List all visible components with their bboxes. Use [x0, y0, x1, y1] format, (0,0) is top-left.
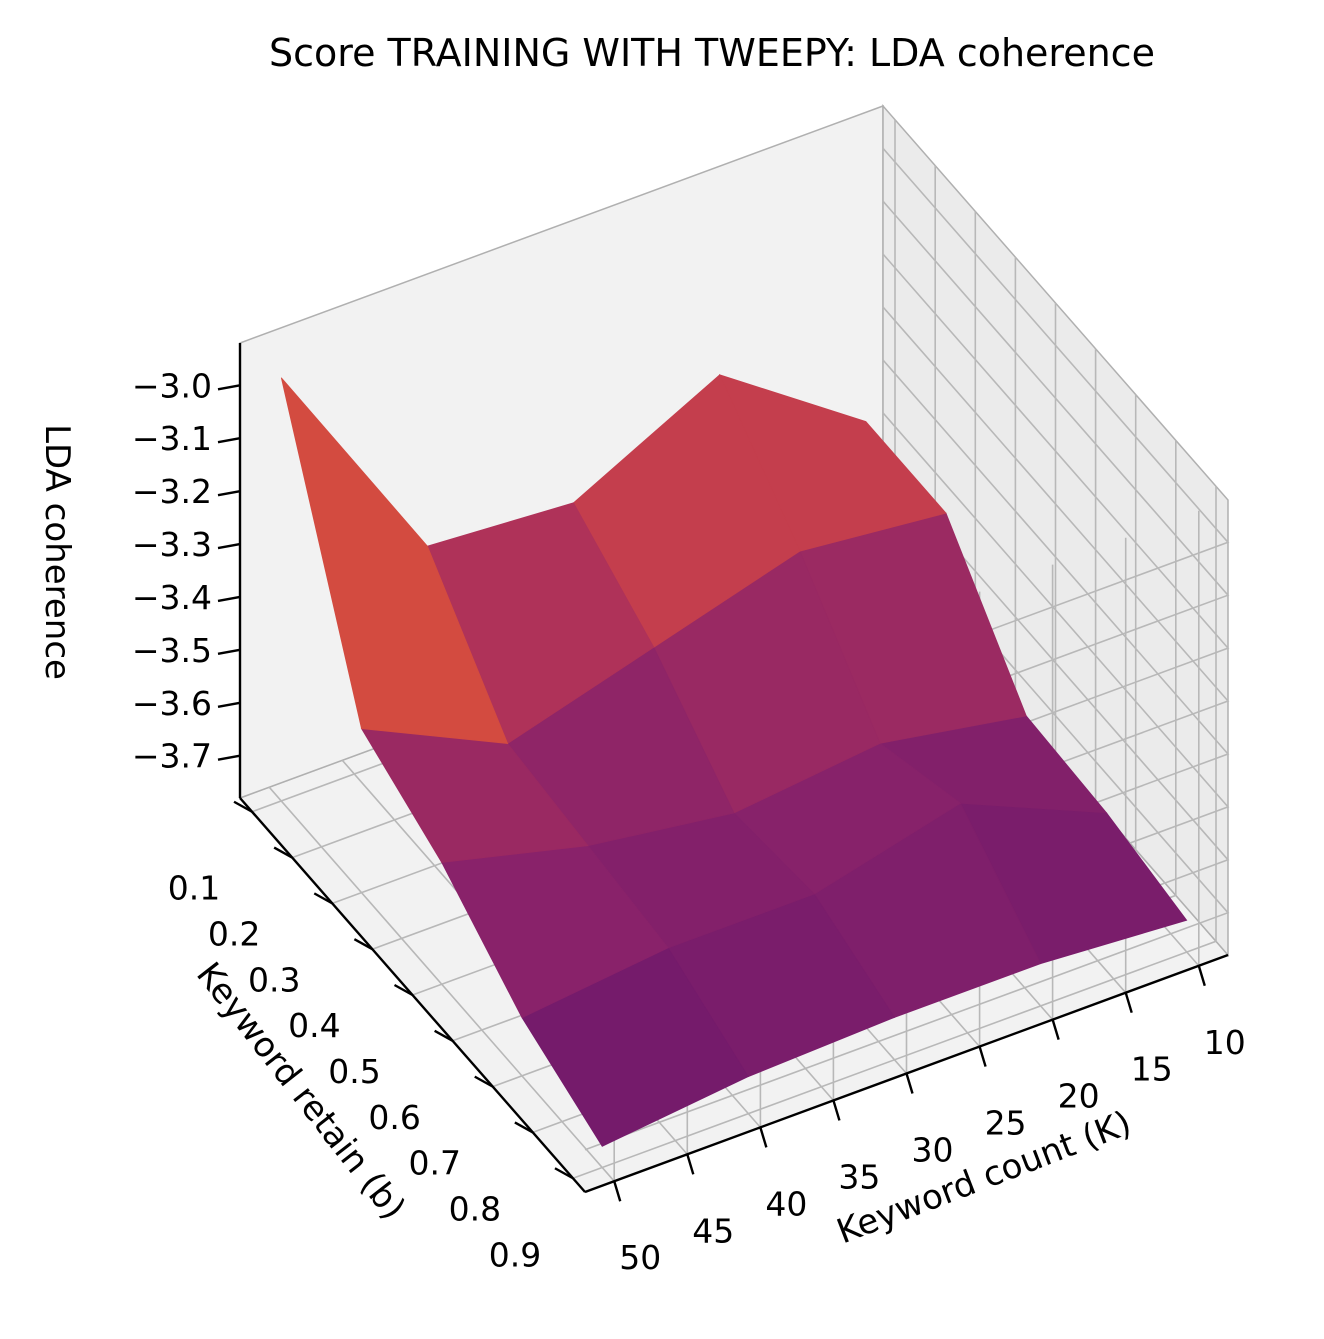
z-tick-mark: [217, 384, 241, 391]
z-tick-label: −3.1: [132, 419, 212, 458]
z-tick-mark: [217, 701, 241, 708]
tick-labels: 10 15 20 25 30 35 40 45 50 0.1 0.2 0.3 0.4 0.5 0.6 0.7 0…: [132, 366, 1246, 1277]
surface-plot: [280, 374, 1188, 1147]
z-tick-label: −3.7: [132, 737, 212, 776]
y-tick-label: 0.1: [168, 869, 220, 908]
y-tick-label: 0.3: [248, 960, 300, 999]
x-tick-mark: [686, 1153, 695, 1175]
x-tick-label: 50: [619, 1238, 661, 1277]
x-tick-label: 10: [1204, 1023, 1246, 1062]
y-axis-label: Keyword retain (b): [188, 955, 413, 1227]
z-tick-label: −3.0: [132, 366, 212, 405]
x-tick-mark: [613, 1180, 622, 1202]
y-tick-label: 0.4: [288, 1006, 340, 1045]
x-tick-mark: [1124, 992, 1133, 1014]
y-tick-label: 0.9: [489, 1235, 541, 1274]
x-tick-label: 35: [838, 1157, 880, 1196]
x-tick-mark: [1197, 965, 1206, 987]
y-tick-label: 0.2: [208, 915, 260, 954]
z-tick-mark: [217, 648, 241, 656]
z-tick-mark: [217, 754, 241, 761]
z-tick-mark: [217, 489, 241, 497]
x-tick-mark: [905, 1073, 914, 1094]
z-axis-label: LDA coherence: [37, 424, 77, 680]
x-tick-label: 45: [692, 1211, 734, 1250]
axis-lines: [217, 343, 1229, 1202]
y-tick-label: 0.7: [408, 1144, 460, 1183]
chart-title: Score TRAINING WITH TWEEPY: LDA coherenc…: [269, 31, 1155, 75]
z-tick-mark: [217, 437, 241, 444]
y-tick-mark: [474, 1075, 494, 1088]
x-tick-label: 25: [985, 1104, 1027, 1143]
x-tick-mark: [1051, 1019, 1060, 1040]
x-tick-label: 20: [1058, 1077, 1100, 1116]
x-tick-mark: [832, 1100, 841, 1121]
y-tick-mark: [514, 1121, 534, 1134]
y-tick-mark: [554, 1167, 574, 1180]
y-tick-mark: [273, 846, 293, 859]
x-tick-label: 15: [1131, 1050, 1173, 1089]
surface-patch: [280, 377, 509, 744]
y-tick-mark: [353, 938, 373, 951]
y-tick-mark: [233, 800, 253, 813]
z-tick-label: −3.6: [132, 684, 212, 723]
z-tick-label: −3.3: [132, 525, 212, 564]
y-tick-label: 0.6: [368, 1098, 420, 1137]
z-tick-label: −3.4: [132, 578, 212, 617]
x-tick-label: 40: [765, 1184, 807, 1223]
y-tick-mark: [313, 892, 333, 905]
x-tick-mark: [759, 1127, 768, 1148]
z-tick-label: −3.5: [132, 631, 212, 670]
x-tick-label: 30: [912, 1131, 954, 1170]
y-tick-label: 0.8: [449, 1189, 501, 1228]
z-tick-mark: [217, 542, 241, 550]
y-tick-mark: [393, 983, 414, 997]
z-tick-label: −3.2: [132, 472, 212, 511]
y-tick-label: 0.5: [328, 1052, 380, 1091]
x-tick-mark: [978, 1046, 987, 1067]
z-tick-mark: [217, 595, 241, 603]
y-tick-mark: [434, 1029, 454, 1042]
grid-line-y: [572, 486, 1217, 1180]
